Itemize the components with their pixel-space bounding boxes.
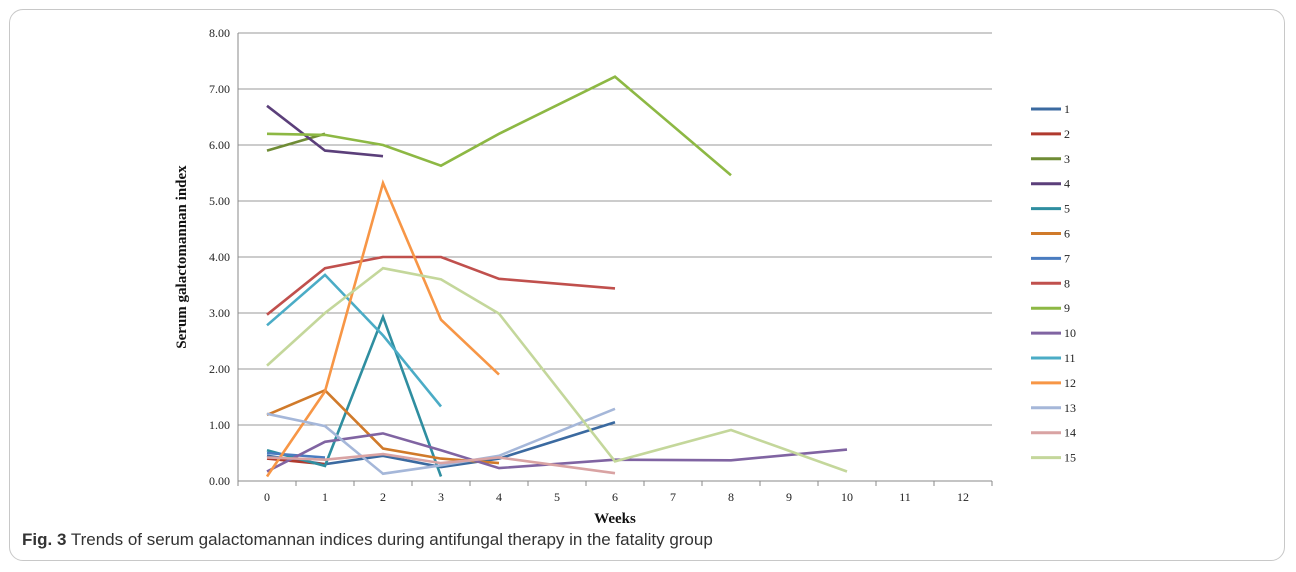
legend-label-1: 1 xyxy=(1064,102,1070,116)
series-line-3 xyxy=(266,132,326,152)
y-tick-label: 1.00 xyxy=(209,418,230,432)
series-line-8 xyxy=(266,255,616,316)
series-line-15 xyxy=(266,266,848,473)
y-tick-label: 6.00 xyxy=(209,138,230,152)
x-tick-label: 2 xyxy=(380,490,386,504)
x-tick-label: 9 xyxy=(786,490,792,504)
legend-label-4: 4 xyxy=(1064,177,1070,191)
x-tick-label: 4 xyxy=(496,490,502,504)
legend-label-15: 15 xyxy=(1064,451,1076,465)
legend-label-11: 11 xyxy=(1064,351,1076,365)
legend-label-14: 14 xyxy=(1064,426,1076,440)
series-line-12 xyxy=(265,179,500,478)
figure-caption: Fig. 3 Trends of serum galactomannan ind… xyxy=(22,530,1262,550)
x-tick-label: 0 xyxy=(264,490,270,504)
legend-label-12: 12 xyxy=(1064,376,1076,390)
legend-label-7: 7 xyxy=(1064,251,1070,265)
series-line-13 xyxy=(266,407,616,476)
series-line-14 xyxy=(266,452,616,475)
legend-label-10: 10 xyxy=(1064,326,1076,340)
figure-label: Fig. 3 xyxy=(22,530,67,549)
y-tick-label: 4.00 xyxy=(209,250,230,264)
y-axis-title: Serum galactomannan index xyxy=(174,165,190,349)
y-tick-label: 3.00 xyxy=(209,306,230,320)
x-tick-label: 6 xyxy=(612,490,618,504)
y-tick-label: 2.00 xyxy=(209,362,230,376)
y-tick-label: 0.00 xyxy=(209,474,230,488)
x-tick-label: 8 xyxy=(728,490,734,504)
legend-label-9: 9 xyxy=(1064,301,1070,315)
legend-label-13: 13 xyxy=(1064,401,1076,415)
x-tick-label: 10 xyxy=(841,490,853,504)
legend-label-6: 6 xyxy=(1064,227,1070,241)
series-layer xyxy=(265,75,848,478)
x-tick-label: 5 xyxy=(554,490,560,504)
x-tick-label: 7 xyxy=(670,490,676,504)
legend-label-8: 8 xyxy=(1064,276,1070,290)
x-tick-label: 3 xyxy=(438,490,444,504)
legend-label-3: 3 xyxy=(1064,152,1070,166)
axis-layer: 0.001.002.003.004.005.006.007.008.000 1 2 3… xyxy=(209,26,993,504)
figure-frame xyxy=(9,9,1285,561)
series-line-4 xyxy=(266,104,384,158)
y-tick-label: 5.00 xyxy=(209,194,230,208)
x-tick-label: 1 xyxy=(322,490,328,504)
legend-label-5: 5 xyxy=(1064,202,1070,216)
grid-layer xyxy=(238,32,992,426)
series-line-11 xyxy=(266,273,443,408)
x-tick-label: 11 xyxy=(899,490,911,504)
caption-text: Trends of serum galactomannan indices du… xyxy=(66,530,713,549)
x-tick-label: 12 xyxy=(957,490,969,504)
x-axis-title: Weeks xyxy=(594,511,636,527)
series-line-9 xyxy=(266,75,732,177)
y-tick-label: 7.00 xyxy=(209,82,230,96)
legend-label-2: 2 xyxy=(1064,127,1070,141)
y-tick-label: 8.00 xyxy=(209,26,230,40)
